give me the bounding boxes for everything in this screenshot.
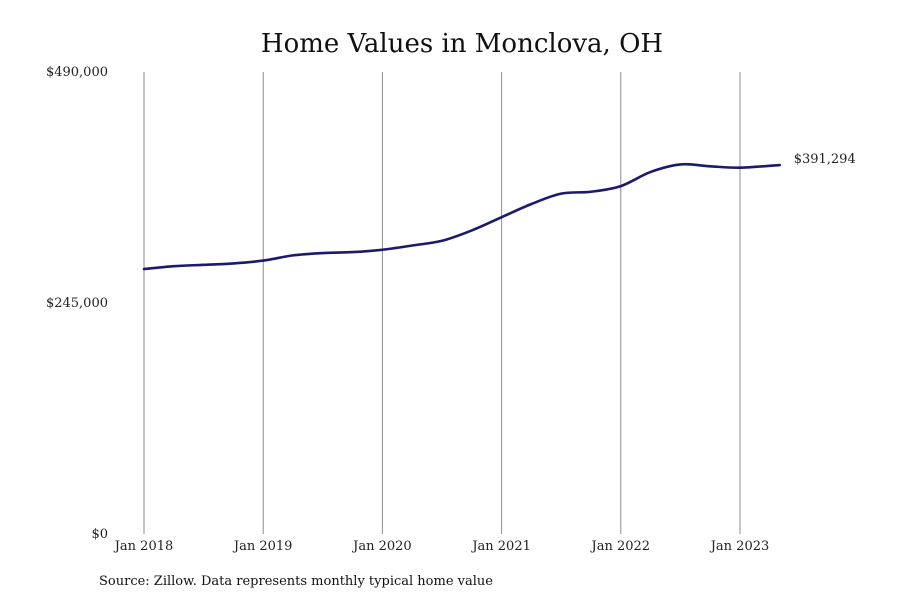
end-value-label: $391,294 bbox=[794, 152, 856, 167]
x-axis: Jan 2018 Jan 2019 Jan 2020 Jan 2021 Jan 2022… bbox=[113, 539, 770, 554]
series-layer bbox=[142, 162, 782, 271]
x-tick-label: Jan 2021 bbox=[470, 539, 531, 554]
y-axis: $0 $245,000 $490,000 bbox=[46, 65, 108, 542]
x-tick-label: Jan 2019 bbox=[232, 539, 293, 554]
y-tick-label: $490,000 bbox=[46, 65, 108, 80]
x-tick-label: Jan 2018 bbox=[113, 539, 174, 554]
y-tick-label: $0 bbox=[91, 527, 108, 542]
x-tick-label: Jan 2020 bbox=[351, 539, 412, 554]
source-note: Source: Zillow. Data represents monthly … bbox=[99, 574, 493, 589]
x-tick-label: Jan 2022 bbox=[590, 539, 651, 554]
grid-lines bbox=[143, 72, 741, 534]
x-tick-label: Jan 2023 bbox=[709, 539, 770, 554]
y-tick-label: $245,000 bbox=[46, 296, 108, 311]
home-value-line bbox=[142, 162, 782, 271]
chart-title: Home Values in Monclova, OH bbox=[261, 29, 663, 59]
